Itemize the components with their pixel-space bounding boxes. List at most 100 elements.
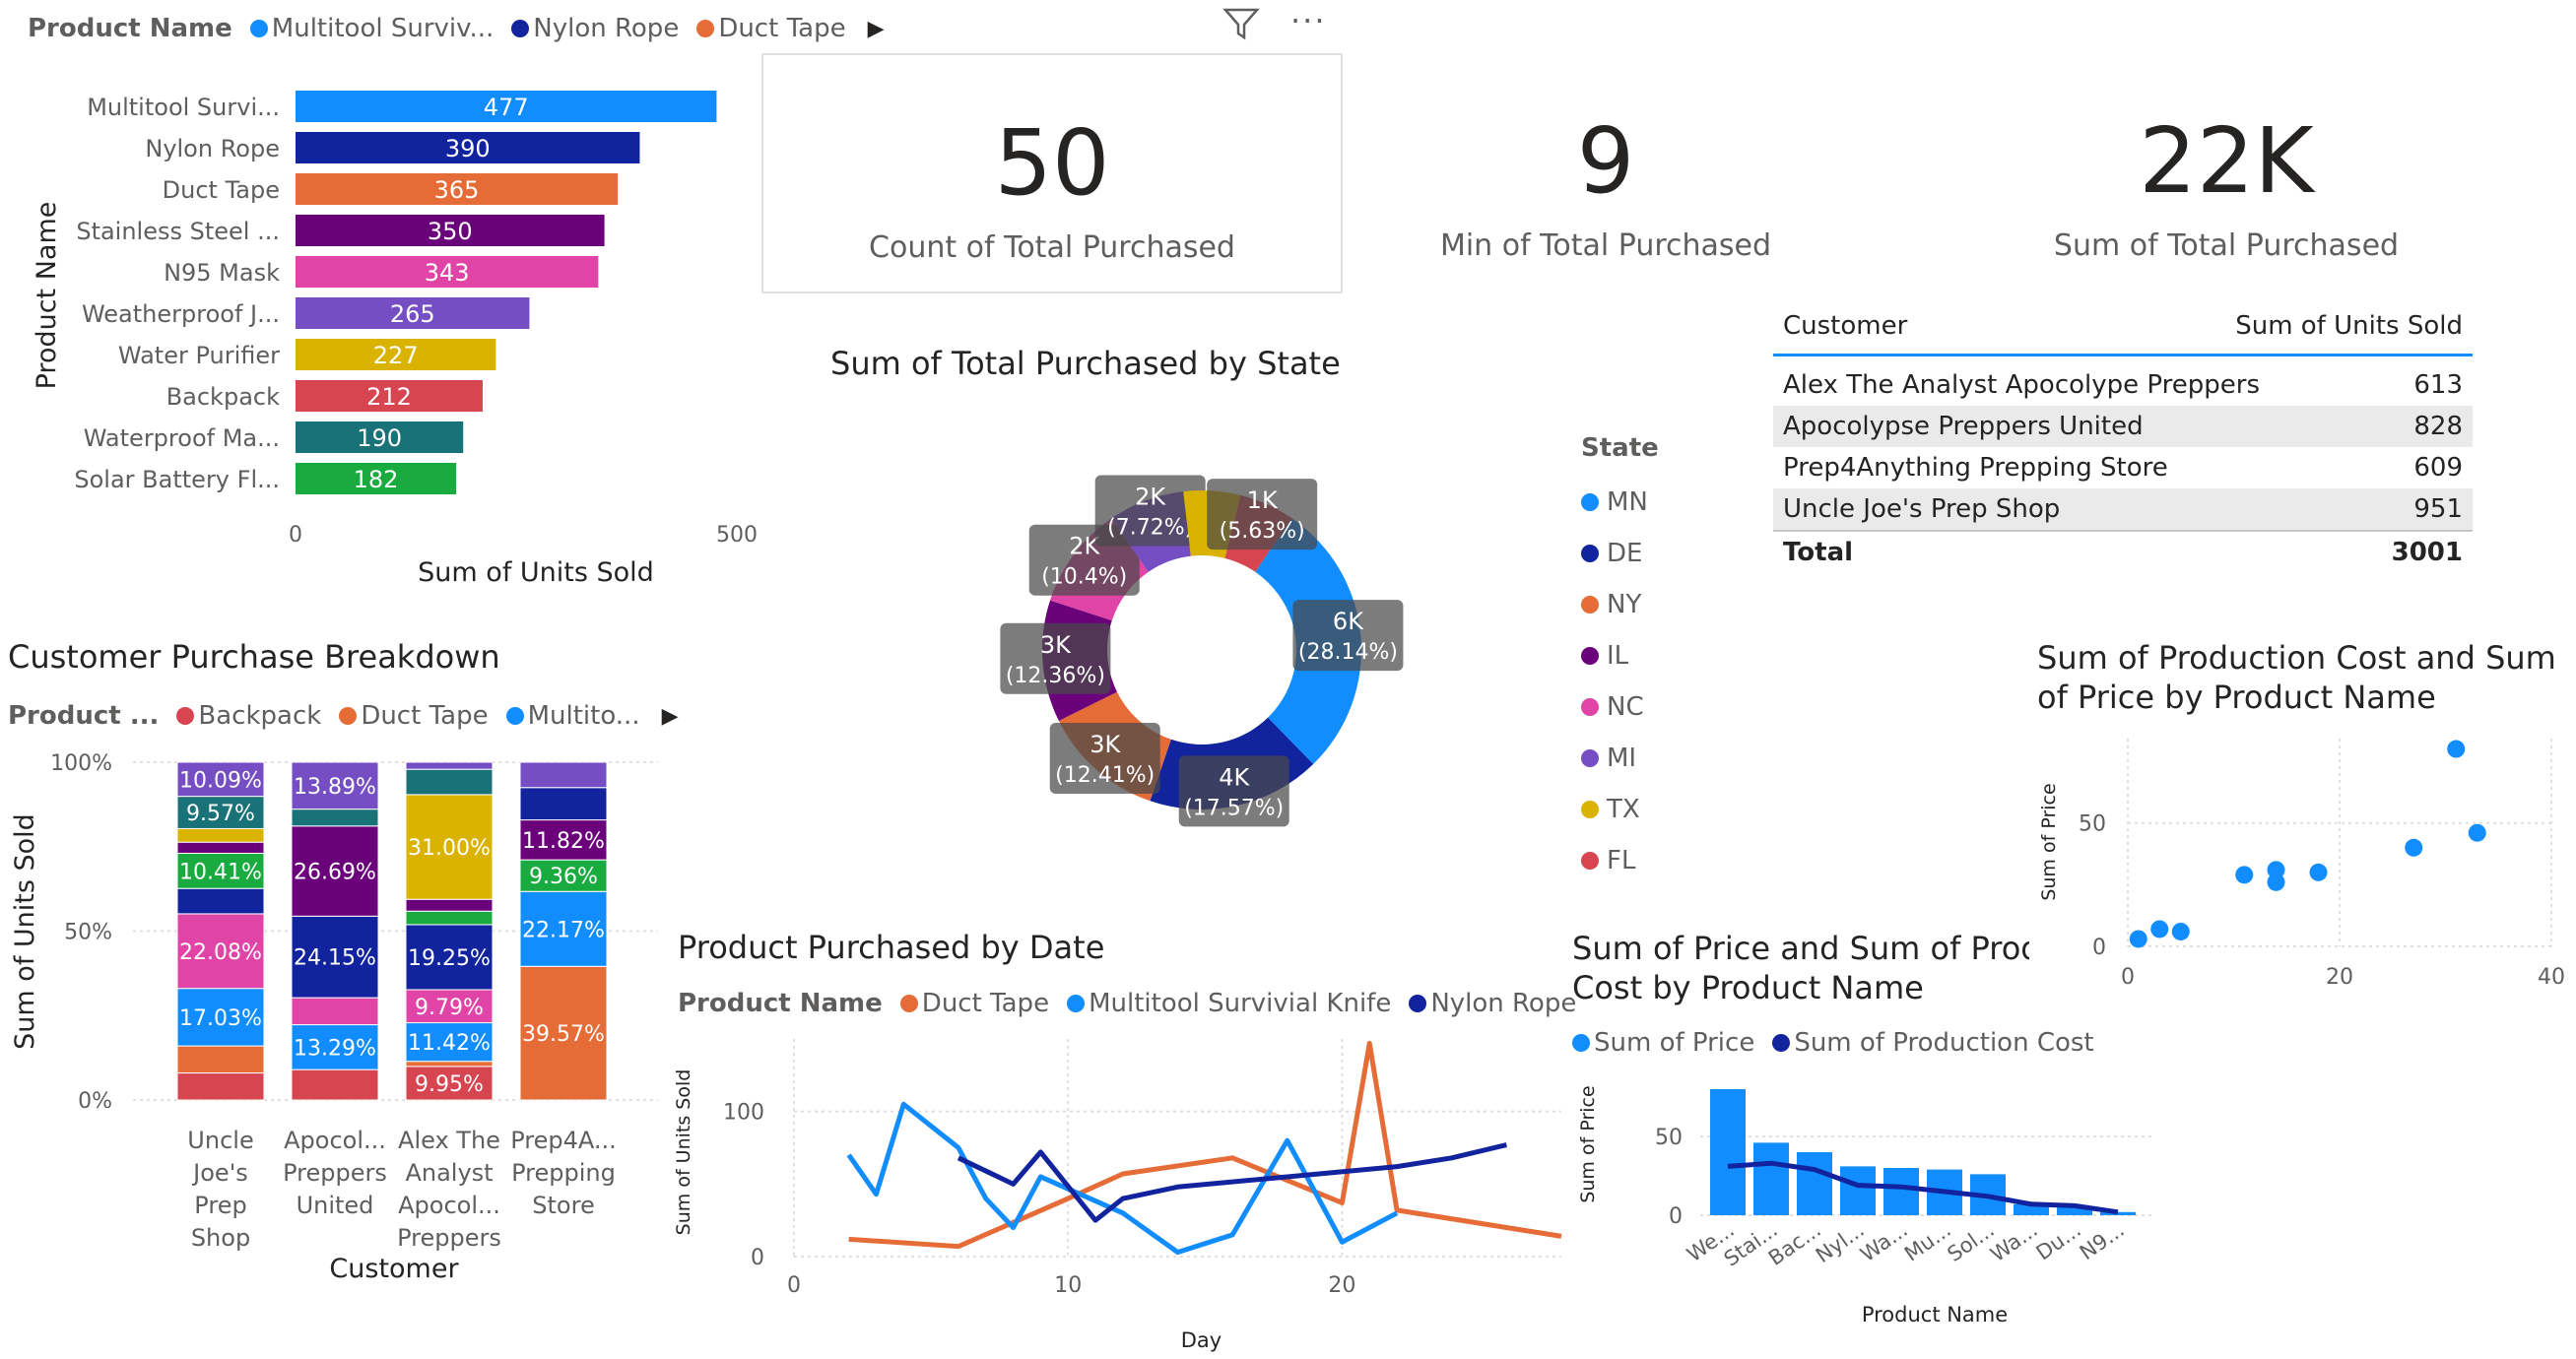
stack-segment[interactable] bbox=[405, 761, 494, 770]
bar[interactable] bbox=[296, 173, 619, 205]
card-label: Min of Total Purchased bbox=[1439, 228, 1772, 263]
stack-segment[interactable] bbox=[519, 761, 608, 789]
stack-segment[interactable] bbox=[176, 988, 265, 1047]
stack-segment[interactable] bbox=[291, 915, 379, 999]
scatter-point[interactable] bbox=[2447, 740, 2466, 758]
stack-segment[interactable] bbox=[405, 768, 494, 796]
stack-segment[interactable] bbox=[405, 1022, 494, 1063]
column-header-units[interactable]: Sum of Units Sold bbox=[2235, 311, 2463, 341]
chevron-right-icon[interactable]: ▶ bbox=[661, 703, 679, 729]
stack-segment[interactable] bbox=[405, 924, 494, 991]
bar[interactable] bbox=[296, 297, 530, 329]
table-row[interactable]: Alex The Analyst Apocolype Preppers 613 bbox=[1773, 364, 2473, 406]
legend-item-duct-tape[interactable]: Duct Tape bbox=[696, 14, 846, 43]
table-row[interactable]: Apocolypse Preppers United 828 bbox=[1773, 406, 2473, 447]
stack-segment[interactable] bbox=[519, 787, 608, 821]
chevron-right-icon[interactable]: ▶ bbox=[867, 16, 885, 41]
stack-segment[interactable] bbox=[291, 1024, 379, 1070]
state-legend-item[interactable]: MI bbox=[1581, 733, 1659, 784]
scatter-point[interactable] bbox=[2235, 866, 2254, 884]
state-legend-item[interactable]: NY bbox=[1581, 579, 1659, 630]
legend-item-multitool[interactable]: Multitool Survivial Knife bbox=[1067, 989, 1391, 1018]
stack-segment[interactable] bbox=[405, 898, 494, 912]
legend-item-production-cost[interactable]: Sum of Production Cost bbox=[1772, 1028, 2094, 1058]
legend-item-nylon-rope[interactable]: Nylon Rope bbox=[1409, 989, 1576, 1018]
legend-item-duct-tape[interactable]: Duct Tape bbox=[339, 701, 489, 731]
bar[interactable] bbox=[296, 215, 605, 246]
price-bar[interactable] bbox=[2014, 1203, 2049, 1215]
stack-segment[interactable] bbox=[405, 910, 494, 926]
stack-segment[interactable] bbox=[176, 841, 265, 854]
stack-segment[interactable] bbox=[176, 852, 265, 889]
stack-segment[interactable] bbox=[291, 761, 379, 810]
stack-segment[interactable] bbox=[519, 819, 608, 861]
legend-item-multitool[interactable]: Multitool Surviv... bbox=[249, 14, 494, 43]
series-line[interactable] bbox=[848, 1040, 1562, 1250]
stack-segment[interactable] bbox=[405, 989, 494, 1024]
bar[interactable] bbox=[296, 256, 599, 288]
stack-segment[interactable] bbox=[176, 1045, 265, 1074]
stack-segment[interactable] bbox=[405, 1066, 494, 1101]
table-row[interactable]: Prep4Anything Prepping Store 609 bbox=[1773, 447, 2473, 488]
bar[interactable] bbox=[296, 463, 457, 494]
kpi-card-count[interactable]: 50 Count of Total Purchased bbox=[761, 53, 1343, 293]
price-bar[interactable] bbox=[1710, 1089, 1746, 1215]
stack-segment[interactable] bbox=[176, 887, 265, 915]
state-legend-item[interactable]: DE bbox=[1581, 528, 1659, 579]
legend-item-price[interactable]: Sum of Price bbox=[1572, 1028, 1754, 1058]
stack-segment[interactable] bbox=[291, 997, 379, 1026]
kpi-card-min[interactable]: 9 Min of Total Purchased bbox=[1320, 53, 1891, 293]
kpi-card-sum[interactable]: 22K Sum of Total Purchased bbox=[1931, 53, 2522, 293]
bar[interactable] bbox=[296, 339, 496, 370]
legend-item-multitool[interactable]: Multito... bbox=[505, 701, 640, 731]
scatter-point[interactable] bbox=[2405, 838, 2423, 857]
stack-segment[interactable] bbox=[176, 796, 265, 829]
price-bar[interactable] bbox=[2057, 1207, 2092, 1215]
bar[interactable] bbox=[296, 421, 464, 453]
stack-segment[interactable] bbox=[519, 890, 608, 967]
stack-segment[interactable] bbox=[291, 825, 379, 917]
state-legend-item[interactable]: IL bbox=[1581, 630, 1659, 681]
bar[interactable] bbox=[296, 132, 640, 163]
stack-segment[interactable] bbox=[519, 859, 608, 892]
stack-segment[interactable] bbox=[291, 1068, 379, 1101]
scatter-point[interactable] bbox=[2150, 920, 2169, 938]
stack-segment[interactable] bbox=[176, 1072, 265, 1101]
table-row[interactable]: Uncle Joe's Prep Shop 951 bbox=[1773, 488, 2473, 530]
state-legend-item[interactable]: TX bbox=[1581, 784, 1659, 835]
legend-item-duct-tape[interactable]: Duct Tape bbox=[899, 989, 1049, 1018]
segment-label: 11.42% bbox=[408, 1031, 491, 1056]
filter-icon[interactable] bbox=[1222, 4, 1261, 43]
state-legend-item[interactable]: NC bbox=[1581, 681, 1659, 733]
scatter-point[interactable] bbox=[2171, 922, 2190, 940]
bar[interactable] bbox=[296, 380, 483, 412]
stack-segment[interactable] bbox=[176, 827, 265, 843]
state-legend-item[interactable]: MN bbox=[1581, 477, 1659, 528]
scatter-point[interactable] bbox=[2267, 861, 2285, 879]
price-bar[interactable] bbox=[1753, 1142, 1789, 1215]
stack-segment[interactable] bbox=[176, 913, 265, 990]
scatter-point[interactable] bbox=[2129, 930, 2147, 948]
column-header-customer[interactable]: Customer bbox=[1783, 311, 1908, 341]
state-donut-title: Sum of Total Purchased by State bbox=[830, 345, 1341, 382]
more-options-icon[interactable]: ··· bbox=[1290, 2, 1327, 39]
price-bar[interactable] bbox=[1797, 1152, 1832, 1215]
state-legend-item[interactable]: FL bbox=[1581, 835, 1659, 886]
scatter-point[interactable] bbox=[2468, 823, 2486, 842]
series-line[interactable] bbox=[846, 1101, 1399, 1256]
stack-segment[interactable] bbox=[519, 965, 608, 1101]
series-line[interactable] bbox=[957, 1142, 1507, 1223]
stack-segment[interactable] bbox=[405, 1061, 494, 1068]
legend-item-nylon-rope[interactable]: Nylon Rope bbox=[511, 14, 679, 43]
scatter-point[interactable] bbox=[2309, 863, 2328, 881]
legend-item-backpack[interactable]: Backpack bbox=[176, 701, 321, 731]
stack-segment[interactable] bbox=[291, 809, 379, 827]
price-bar[interactable] bbox=[1840, 1166, 1876, 1215]
x-category-label: Du... bbox=[2032, 1217, 2085, 1264]
price-bar[interactable] bbox=[2100, 1211, 2136, 1215]
stack-segment[interactable] bbox=[405, 794, 494, 900]
bar[interactable] bbox=[296, 91, 717, 122]
scatter-point[interactable] bbox=[2267, 873, 2285, 891]
stack-segment[interactable] bbox=[176, 761, 265, 798]
price-bar[interactable] bbox=[1883, 1168, 1919, 1215]
